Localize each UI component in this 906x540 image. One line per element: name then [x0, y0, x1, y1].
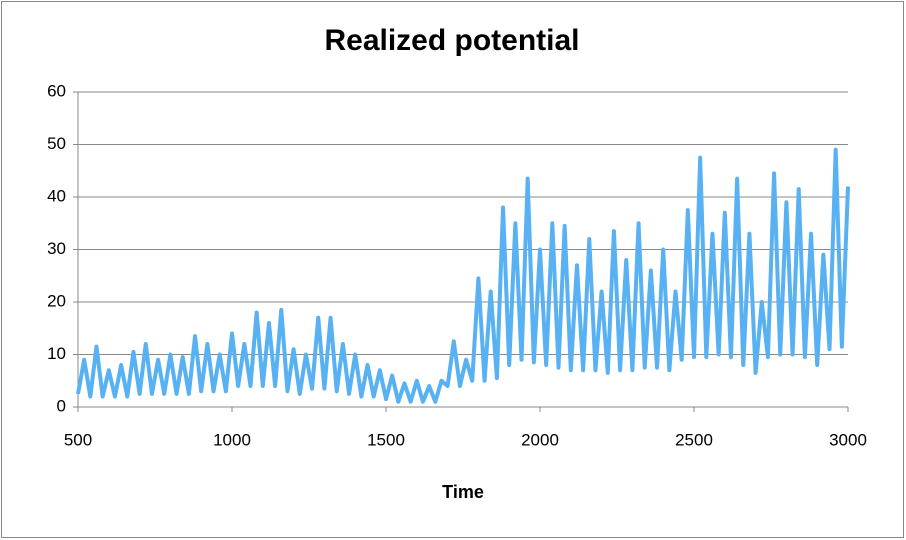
y-tick-label: 60	[47, 81, 66, 100]
x-tick-label: 3000	[829, 430, 867, 449]
y-tick-label: 50	[47, 134, 66, 153]
y-tick-label: 40	[47, 186, 66, 205]
series-line	[76, 147, 850, 404]
x-tick-label: 1000	[213, 430, 251, 449]
x-tick-label: 1500	[367, 430, 405, 449]
x-tick-label: 2500	[675, 430, 713, 449]
x-tick-label: 500	[64, 430, 92, 449]
x-tick-label: 2000	[521, 430, 559, 449]
x-axis-label: Time	[442, 482, 484, 502]
y-tick-label: 20	[47, 291, 66, 310]
chart-title: Realized potential	[324, 24, 579, 57]
y-tick-label: 0	[57, 396, 66, 415]
y-tick-label: 10	[47, 344, 66, 363]
y-tick-label: 30	[47, 239, 66, 258]
